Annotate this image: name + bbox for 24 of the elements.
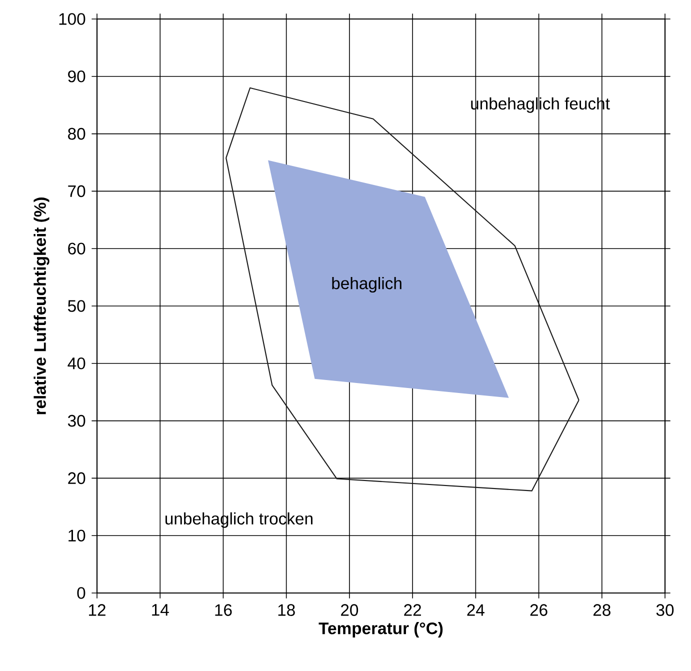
x-tick-label: 24 [467, 604, 484, 616]
y-axis-title: relative Luftfeuchtigkeit (%) [34, 198, 50, 414]
x-tick-label: 12 [89, 604, 106, 616]
x-tick-label: 18 [278, 604, 295, 616]
y-tick-label: 40 [68, 358, 86, 370]
x-axis-title: Temperatur (°C) [318, 622, 443, 638]
x-tick-label: 20 [341, 604, 358, 616]
y-tick-label: 100 [59, 13, 86, 25]
y-tick-label: 80 [68, 128, 86, 140]
x-tick-label: 16 [215, 604, 232, 616]
y-tick-label: 10 [68, 530, 86, 542]
y-tick-label: 20 [68, 472, 86, 484]
x-tick-label: 28 [593, 604, 610, 616]
x-tick-label: 22 [404, 604, 421, 616]
y-tick-label: 70 [68, 185, 86, 198]
x-tick-label: 14 [152, 604, 169, 616]
y-tick-label: 50 [68, 300, 86, 312]
y-tick-label: 30 [68, 414, 86, 427]
x-tick-label: 26 [530, 604, 548, 616]
y-tick-label: 60 [68, 242, 86, 254]
y-tick-label: 0 [77, 587, 86, 599]
annotation: behaglich [332, 276, 402, 293]
x-tick-label: 30 [656, 604, 674, 616]
y-tick-label: 90 [68, 70, 86, 82]
